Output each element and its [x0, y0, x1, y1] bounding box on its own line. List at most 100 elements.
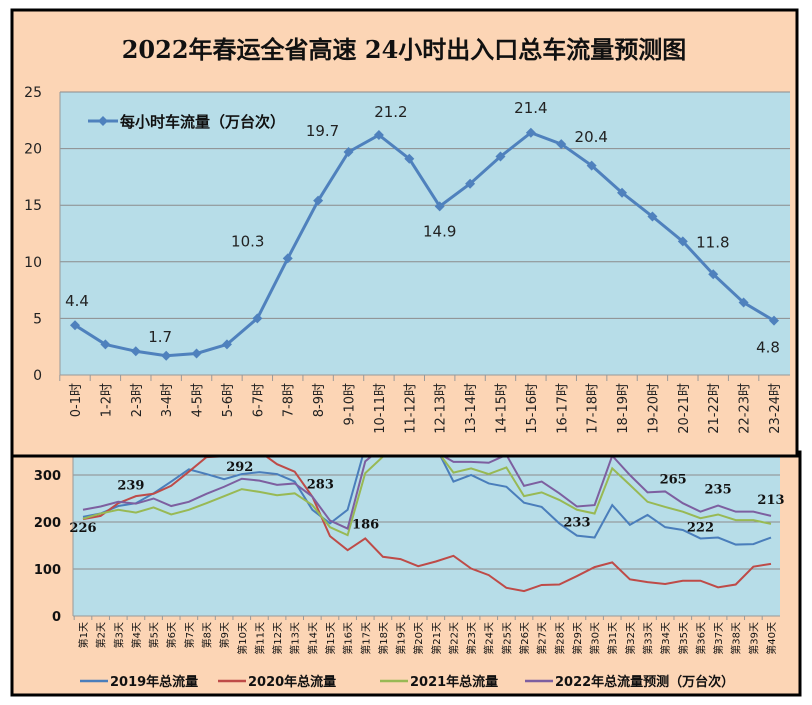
data-label: 21.4	[514, 99, 547, 117]
x-tick-label: 6-7时	[251, 383, 266, 417]
data-point	[70, 320, 80, 331]
hourly-plot-area	[60, 92, 790, 375]
data-point	[708, 269, 719, 280]
legend-marker	[98, 116, 108, 126]
data-point	[525, 127, 536, 138]
x-tick-label: 第22天	[447, 622, 460, 655]
data-point	[100, 339, 111, 350]
x-tick-label: 第5天	[148, 622, 161, 648]
x-tick-label: 22-23时	[738, 383, 753, 434]
data-label: 11.8	[696, 233, 729, 251]
data-point	[465, 178, 476, 189]
data-label: 10.3	[231, 232, 264, 250]
y-tick-label: 0	[33, 368, 42, 384]
data-label: 4.8	[756, 339, 780, 357]
x-tick-label: 1-2时	[99, 383, 114, 417]
data-label: 4.4	[65, 292, 89, 310]
x-tick-label: 第36天	[694, 622, 707, 655]
data-point	[313, 195, 324, 206]
y-tick-label: 0	[52, 610, 61, 625]
x-tick-label: 第33天	[642, 622, 655, 655]
x-tick-label: 7-8时	[282, 383, 297, 417]
data-label: 235	[705, 483, 732, 498]
x-tick-label: 19-20时	[646, 383, 661, 434]
legend-label: 2021年总流量	[410, 674, 498, 690]
x-tick-label: 第23天	[465, 622, 478, 655]
x-tick-label: 第25天	[500, 622, 513, 655]
y-tick-label: 15	[24, 198, 42, 214]
data-point	[343, 146, 354, 157]
x-tick-label: 第6天	[165, 622, 178, 648]
x-tick-label: 第29天	[571, 622, 584, 655]
x-tick-label: 9-10时	[343, 383, 358, 426]
x-tick-label: 第24天	[483, 622, 496, 655]
data-label: 222	[687, 521, 714, 536]
data-point	[191, 348, 202, 359]
x-tick-label: 第35天	[677, 622, 690, 655]
data-label: 213	[757, 493, 784, 508]
x-tick-label: 第3天	[112, 622, 125, 648]
data-point	[161, 350, 172, 361]
x-tick-label: 第32天	[624, 622, 637, 655]
legend-label: 2020年总流量	[248, 674, 336, 690]
x-tick-label: 2-3时	[130, 383, 145, 417]
x-tick-label: 16-17时	[555, 383, 570, 434]
y-tick-label: 25	[24, 85, 42, 101]
daily-chart: 0 100 200 300 第1天 第2天 第3天 第4天 第5天 第6天 第7天 第8天 第9天 第10…	[10, 428, 802, 697]
data-label: 265	[660, 472, 687, 487]
x-tick-label: 10-11时	[373, 383, 388, 434]
x-tick-label: 第38天	[730, 622, 743, 655]
data-point	[404, 153, 415, 164]
x-tick-label: 14-15时	[494, 383, 509, 434]
x-tick-label: 第15天	[324, 622, 337, 655]
data-point	[647, 211, 658, 222]
x-tick-label: 第21天	[430, 622, 443, 655]
data-point	[373, 130, 384, 141]
x-tick-label: 13-14时	[464, 383, 479, 434]
x-tick-label: 第30天	[589, 622, 602, 655]
data-label: 233	[563, 515, 590, 530]
data-label: 292	[226, 460, 253, 475]
data-label: 14.9	[423, 222, 456, 240]
data-label: 1.7	[148, 328, 172, 346]
y-tick-label: 300	[34, 469, 61, 484]
x-tick-label: 第34天	[659, 622, 672, 655]
data-point	[221, 339, 232, 350]
data-point	[495, 151, 506, 162]
x-tick-label: 第11天	[253, 622, 266, 655]
data-label: 20.4	[575, 128, 608, 146]
x-tick-label: 4-5时	[191, 383, 206, 417]
x-tick-label: 第9天	[218, 622, 231, 648]
chart-title: 2022年春运全省高速 24小时出入口总车流量预测图	[122, 35, 687, 64]
data-point	[769, 315, 779, 326]
x-tick-label: 第40天	[765, 622, 778, 655]
data-point	[617, 187, 628, 198]
legend-label: 2022年总流量预测（万台次）	[555, 674, 734, 690]
x-tick-label: 11-12时	[403, 383, 418, 434]
x-tick-label: 第1天	[77, 622, 90, 648]
y-tick-label: 5	[33, 311, 42, 327]
data-point	[556, 139, 567, 150]
y-tick-label: 20	[24, 142, 42, 158]
data-label: 19.7	[306, 122, 339, 140]
legend-label: 每小时车流量（万台次）	[120, 113, 285, 131]
x-tick-label: 第31天	[606, 622, 619, 655]
data-point	[677, 236, 688, 247]
data-label: 239	[117, 479, 144, 494]
x-tick-label: 第39天	[747, 622, 760, 655]
x-tick-label: 第12天	[271, 622, 284, 655]
data-label: 283	[307, 478, 334, 493]
data-point	[738, 297, 749, 308]
series-line-hourly	[74, 131, 775, 358]
x-tick-label: 17-18时	[586, 383, 601, 434]
x-tick-label: 第27天	[536, 622, 549, 655]
data-label: 21.2	[374, 103, 407, 121]
legend-label: 2019年总流量	[110, 674, 198, 690]
x-tick-label: 第20天	[412, 622, 425, 655]
x-tick-label: 5-6时	[221, 383, 236, 417]
x-tick-label: 第19天	[395, 622, 408, 655]
hourly-chart: 2022年春运全省高速 24小时出入口总车流量预测图 0 5 10 15 20 25 0-1时…	[10, 8, 799, 458]
x-tick-label: 3-4时	[160, 383, 175, 417]
